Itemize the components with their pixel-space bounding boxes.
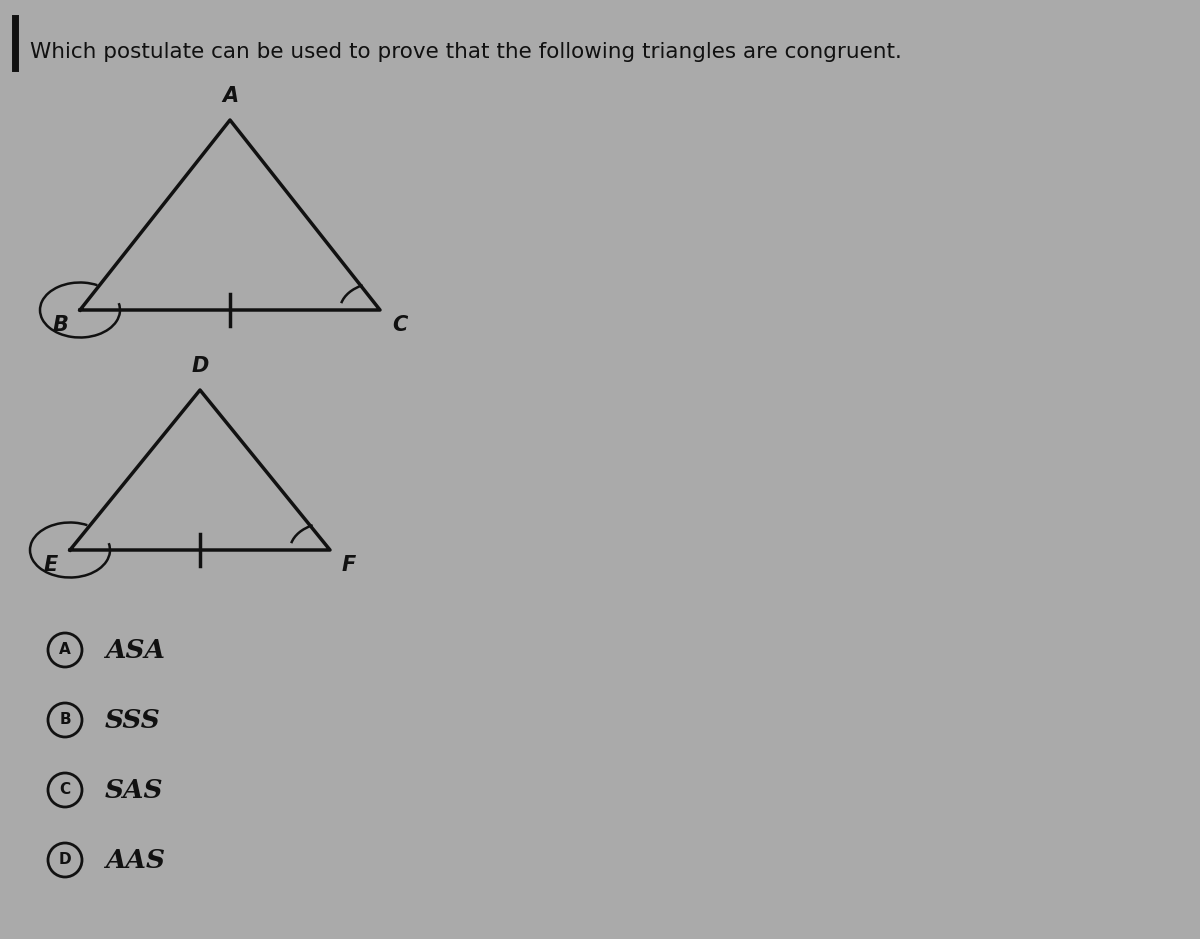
Text: Which postulate can be used to prove that the following triangles are congruent.: Which postulate can be used to prove tha… xyxy=(30,42,902,62)
Text: B: B xyxy=(59,713,71,728)
Text: D: D xyxy=(191,356,209,376)
Text: A: A xyxy=(222,86,238,106)
Text: SSS: SSS xyxy=(106,707,161,732)
Text: A: A xyxy=(59,642,71,657)
Text: ASA: ASA xyxy=(106,638,166,663)
Text: C: C xyxy=(60,782,71,797)
Text: D: D xyxy=(59,853,71,868)
Text: C: C xyxy=(392,315,407,335)
Text: AAS: AAS xyxy=(106,848,166,872)
Text: E: E xyxy=(43,555,58,575)
Text: F: F xyxy=(342,555,356,575)
Text: B: B xyxy=(52,315,68,335)
Text: SAS: SAS xyxy=(106,777,163,803)
